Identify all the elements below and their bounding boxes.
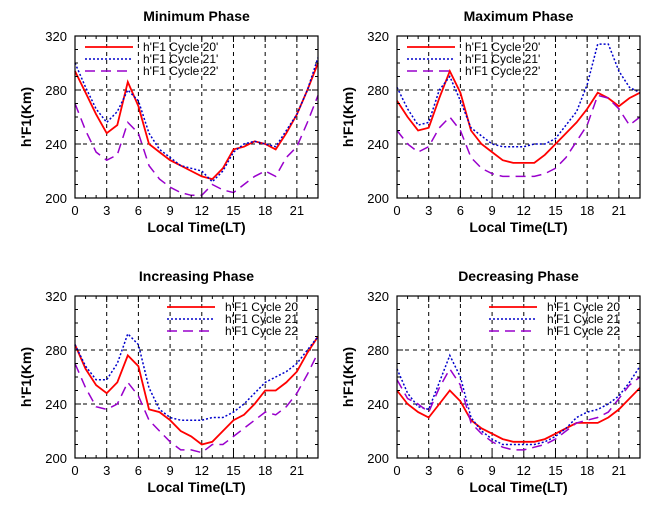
x-tick-label: 15: [548, 203, 562, 218]
panel-title: Increasing Phase: [139, 268, 254, 284]
chart-panel-3: Increasing Phase 0 3 6 9 12 15 18 21 200 240 280 320…: [18, 268, 319, 495]
y-tick-label: 280: [367, 83, 389, 98]
series-line-1: [396, 387, 641, 443]
x-axis-label: Local Time(LT): [469, 219, 567, 235]
x-tick-label: 6: [135, 203, 142, 218]
x-tick-label: 9: [488, 203, 495, 218]
legend-label-2: h'F1 Cycle 21': [143, 52, 218, 66]
x-tick-label: 9: [166, 203, 173, 218]
y-tick-label: 320: [367, 289, 389, 304]
x-tick-label: 9: [166, 463, 173, 478]
legend-label-1: h'F1 Cycle 20: [225, 300, 298, 314]
x-tick-label: 6: [135, 463, 142, 478]
legend-label-3: h'F1 Cycle 22: [547, 324, 620, 338]
x-tick-label: 3: [425, 463, 432, 478]
series-line-1: [74, 62, 319, 181]
legend: h'F1 Cycle 20h'F1 Cycle 21h'F1 Cycle 22: [167, 300, 298, 338]
legend-label-3: h'F1 Cycle 22': [143, 64, 218, 78]
y-axis-label: h'F1(Km): [18, 347, 34, 407]
x-tick-label: 0: [71, 463, 78, 478]
x-axis-label: Local Time(LT): [469, 479, 567, 495]
legend-label-1: h'F1 Cycle 20: [547, 300, 620, 314]
x-tick-label: 12: [517, 463, 531, 478]
y-tick-label: 320: [45, 29, 67, 44]
y-axis-label: h'F1(Km): [18, 87, 34, 147]
series-line-3: [396, 94, 641, 178]
y-tick-label: 280: [367, 343, 389, 358]
x-axis-label: Local Time(LT): [147, 479, 245, 495]
y-tick-label: 200: [45, 191, 67, 206]
legend-label-2: h'F1 Cycle 21: [547, 312, 620, 326]
x-tick-label: 6: [457, 203, 464, 218]
y-tick-label: 200: [367, 451, 389, 466]
legend: h'F1 Cycle 20'h'F1 Cycle 21'h'F1 Cycle 2…: [407, 40, 540, 78]
x-tick-label: 15: [226, 203, 240, 218]
legend-label-1: h'F1 Cycle 20': [465, 40, 540, 54]
x-tick-label: 21: [290, 203, 304, 218]
legend-label-3: h'F1 Cycle 22: [225, 324, 298, 338]
series-line-3: [396, 367, 641, 451]
chart-panel-2: Maximum Phase 0 3 6 9 12 15 18 21 200 240 280 320 Loc…: [340, 8, 641, 235]
x-tick-label: 15: [226, 463, 240, 478]
series-line-3: [74, 95, 319, 197]
series-line-2: [74, 57, 319, 183]
series-line-1: [74, 336, 319, 446]
x-tick-label: 18: [258, 463, 272, 478]
series-line-1: [396, 68, 641, 164]
y-tick-label: 200: [367, 191, 389, 206]
x-tick-label: 12: [195, 463, 209, 478]
y-tick-label: 240: [45, 137, 67, 152]
y-tick-label: 320: [367, 29, 389, 44]
legend: h'F1 Cycle 20h'F1 Cycle 21h'F1 Cycle 22: [489, 300, 620, 338]
legend-label-3: h'F1 Cycle 22': [465, 64, 540, 78]
x-tick-label: 21: [612, 203, 626, 218]
series-line-3: [74, 352, 319, 454]
x-tick-label: 0: [393, 203, 400, 218]
x-tick-label: 18: [580, 463, 594, 478]
y-tick-label: 240: [367, 137, 389, 152]
x-tick-label: 3: [103, 203, 110, 218]
x-tick-label: 12: [195, 203, 209, 218]
x-tick-label: 15: [548, 463, 562, 478]
x-tick-label: 12: [517, 203, 531, 218]
x-tick-label: 21: [612, 463, 626, 478]
y-axis-label: h'F1(Km): [340, 87, 356, 147]
y-tick-label: 240: [45, 397, 67, 412]
x-axis-label: Local Time(LT): [147, 219, 245, 235]
y-axis-label: h'F1(Km): [340, 347, 356, 407]
y-tick-label: 320: [45, 289, 67, 304]
chart-panel-4: Decreasing Phase 0 3 6 9 12 15 18 21 200 240 280 320…: [340, 268, 641, 495]
chart-panel-1: Minimum Phase 0 3 6 9 12 15 18 21 200 240 280 320 Loc…: [18, 8, 319, 235]
panel-title: Maximum Phase: [464, 8, 574, 24]
panel-title: Decreasing Phase: [458, 268, 579, 284]
legend-label-2: h'F1 Cycle 21: [225, 312, 298, 326]
y-tick-label: 240: [367, 397, 389, 412]
x-tick-label: 9: [488, 463, 495, 478]
x-tick-label: 3: [425, 203, 432, 218]
x-tick-label: 0: [393, 463, 400, 478]
legend-label-1: h'F1 Cycle 20': [143, 40, 218, 54]
y-tick-label: 280: [45, 83, 67, 98]
x-tick-label: 18: [258, 203, 272, 218]
legend: h'F1 Cycle 20'h'F1 Cycle 21'h'F1 Cycle 2…: [85, 40, 218, 78]
x-tick-label: 18: [580, 203, 594, 218]
legend-label-2: h'F1 Cycle 21': [465, 52, 540, 66]
x-tick-label: 3: [103, 463, 110, 478]
series-line-2: [396, 353, 641, 446]
panel-title: Minimum Phase: [143, 8, 250, 24]
x-tick-label: 0: [71, 203, 78, 218]
x-tick-label: 21: [290, 463, 304, 478]
y-tick-label: 200: [45, 451, 67, 466]
y-tick-label: 280: [45, 343, 67, 358]
x-tick-label: 6: [457, 463, 464, 478]
